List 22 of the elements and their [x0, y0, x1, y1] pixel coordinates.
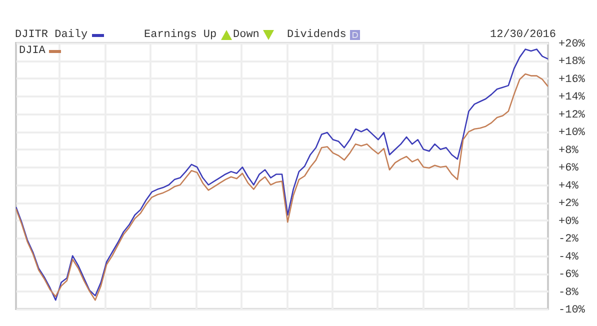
y-tick-label: +18% [558, 56, 586, 68]
y-tick-label: -6% [558, 269, 579, 282]
y-tick-label: +16% [558, 74, 586, 86]
y-tick-label: +20% [558, 38, 586, 50]
text: Down [233, 29, 260, 41]
y-tick-label: -8% [558, 286, 579, 299]
y-tick-label: +4% [558, 180, 579, 192]
y-tick-label: +8% [558, 144, 579, 157]
y-tick-label: +6% [558, 162, 579, 175]
text: Earnings Up [144, 29, 217, 41]
text: Dividends [287, 29, 346, 41]
legend-label: DJIA [19, 45, 46, 57]
y-tick-label: -4% [558, 251, 579, 264]
y-tick-label: -2% [558, 234, 579, 246]
y-tick-label: +12% [558, 109, 586, 122]
legend-label: DJITR Daily [15, 29, 88, 41]
y-tick-label: -10% [558, 304, 586, 316]
y-tick-label: +10% [558, 127, 586, 140]
y-tick-label: +0% [558, 216, 579, 228]
y-tick-label: +14% [558, 92, 586, 104]
text: 12/30/2016 [490, 29, 556, 41]
y-tick-label: +2% [558, 198, 579, 210]
